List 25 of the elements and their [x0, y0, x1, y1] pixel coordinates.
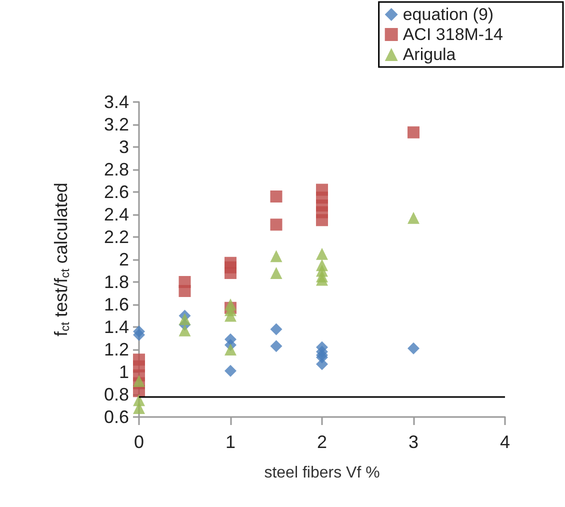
x-tick-label: 3: [408, 432, 419, 452]
legend-label: equation (9): [402, 5, 494, 24]
legend-label: ACI 318M-14: [402, 25, 504, 44]
y-tick-label: 3: [118, 137, 129, 157]
y-tick-label: 1.8: [104, 272, 129, 292]
y-tick-label: 3.4: [104, 92, 129, 112]
y-axis-title: fct test/fct calculated: [51, 182, 72, 336]
y-tick-label: 0.8: [104, 384, 129, 404]
y-tick-label: 1.2: [104, 340, 129, 360]
x-axis-title: steel fibers Vf %: [264, 464, 380, 482]
x-tick-label: 4: [500, 432, 510, 452]
y-tick-label: 3.2: [104, 114, 129, 134]
y-tick-label: 2: [118, 250, 129, 270]
x-tick-label: 0: [134, 432, 144, 452]
y-tick-label: 1: [118, 362, 129, 382]
x-tick-label: 2: [316, 432, 328, 452]
y-tick-label: 1.4: [104, 317, 129, 337]
x-tick-label: 1: [225, 432, 236, 452]
y-tick-label: 2.4: [104, 204, 129, 224]
y-tick-label: 2.6: [104, 182, 129, 202]
y-tick-label: 0.6: [104, 407, 129, 427]
y-tick-label: 1.6: [104, 294, 129, 314]
y-tick-label: 2.2: [104, 227, 129, 247]
legend-label: Arigula: [402, 45, 456, 64]
y-tick-label: 2.8: [104, 160, 129, 180]
